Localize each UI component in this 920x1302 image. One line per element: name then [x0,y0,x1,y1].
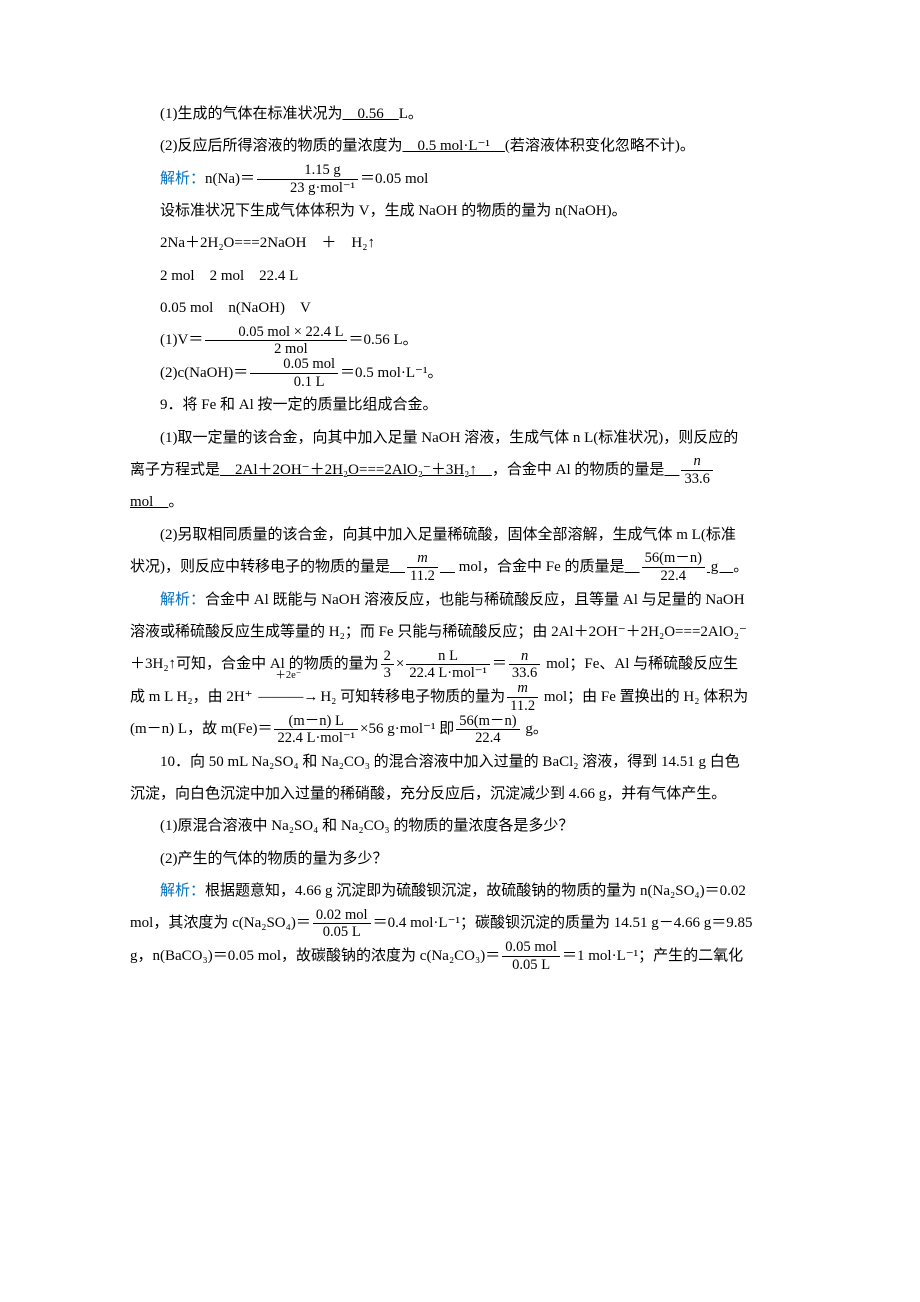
q9-2-b: 状况)，则反应中转移电子的物质的量是 m11.2 mol，合金中 Fe 的质量是… [130,551,810,584]
text: ＝0.4 mol·L⁻¹；碳酸钡沉淀的质量为 14.51 g－4.66 g＝9.… [373,915,753,931]
document-page: (1)生成的气体在标准状况为 0.56 L。 (2)反应后所得溶液的物质的量浓度… [0,0,920,1302]
text: ，合金中 Al 的物质的量是 [492,462,665,478]
text: H₂ 可知转移电子物质的量为 [320,689,505,705]
text: ＝1 mol·L⁻¹；产生的二氧化 [562,948,743,964]
q8-part1: (1)生成的气体在标准状况为 0.56 L。 [130,98,810,130]
answer-blank: m11.2 [390,559,455,575]
explain-label: 解析： [160,592,205,608]
q10-2: (2)产生的气体的物质的量为多少？ [130,843,810,875]
text: 离子方程式是 [130,462,220,478]
text: 成 m L H₂，由 2H⁺ [130,689,256,705]
fraction: m11.2 [507,681,538,713]
fraction: n L22.4 L·mol⁻¹ [406,649,490,681]
text: (1)V＝ [160,332,203,348]
fraction: 56(m－n)22.4 [642,551,705,583]
fraction: 0.02 mol0.05 L [313,908,371,940]
reaction-arrow: ———→ [256,681,320,713]
text: ×56 g·mol⁻¹ 即 [360,721,454,737]
q10-explain-b: mol，其浓度为 c(Na₂SO₄)＝0.02 mol0.05 L＝0.4 mo… [130,907,810,940]
text: (1)生成的气体在标准状况为 [160,106,343,122]
explain-label: 解析： [160,171,205,187]
text: 。 [733,559,748,575]
text: g。 [522,721,548,737]
text: ＝ [492,656,507,672]
text: ＝0.56 L。 [349,332,418,348]
text: (m－n) L，故 m(Fe)＝ [130,721,272,737]
q9-explain-c: ＋3H₂↑可知，合金中 Al 的物质的量为23×n L22.4 L·mol⁻¹＝… [130,648,810,681]
answer-blank: mol [130,494,168,510]
q10-explain-a: 解析：根据题意知，4.66 g 沉淀即为硫酸钡沉淀，故硫酸钠的物质的量为 n(N… [130,875,810,907]
text: 合金中 Al 既能与 NaOH 溶液反应，也能与稀硫酸反应，且等量 Al 与足量… [205,592,745,608]
answer-blank: n33.6 [664,462,714,478]
text: g，n(BaCO₃)＝0.05 mol，故碳酸钠的浓度为 c(Na₂CO₃)＝ [130,948,500,964]
q9-explain-b: 溶液或稀硫酸反应生成等量的 H₂；而 Fe 只能与稀硫酸反应；由 2Al＋2OH… [130,616,810,648]
calc-c: (2)c(NaOH)＝0.05 mol0.1 L＝0.5 mol·L⁻¹。 [130,357,810,390]
text: (2)c(NaOH)＝ [160,365,248,381]
q10-stem-a: 10．向 50 mL Na₂SO₄ 和 Na₂CO₃ 的混合溶液中加入过量的 B… [130,746,810,778]
q10-1: (1)原混合溶液中 Na₂SO₄ 和 Na₂CO₃ 的物质的量浓度各是多少？ [130,810,810,842]
fraction: 1.15 g23 g·mol⁻¹ [257,163,358,195]
q9-1-b: 离子方程式是 2Al＋2OH⁻＋2H₂O===2AlO₂⁻＋3H₂↑ ，合金中 … [130,454,810,487]
q10-stem-b: 沉淀，向白色沉淀中加入过量的稀硝酸，充分反应后，沉淀减少到 4.66 g，并有气… [130,778,810,810]
q9-explain-e: (m－n) L，故 m(Fe)＝(m－n) L22.4 L·mol⁻¹×56 g… [130,713,810,746]
calc-v: (1)V＝0.05 mol × 22.4 L2 mol＝0.56 L。 [130,324,810,357]
fraction: m11.2 [407,551,438,583]
q9-explain-a: 解析：合金中 Al 既能与 NaOH 溶液反应，也能与稀硫酸反应，且等量 Al … [130,584,810,616]
explain-label: 解析： [160,883,205,899]
fraction: 56(m－n)22.4 [456,714,519,746]
fraction: (m－n) L22.4 L·mol⁻¹ [274,714,358,746]
q9-2-a: (2)另取相同质量的该合金，向其中加入足量稀硫酸，固体全部溶解，生成气体 m L… [130,519,810,551]
q9-stem: 9．将 Fe 和 Al 按一定的质量比组成合金。 [130,389,810,421]
fraction: 0.05 mol0.05 L [502,940,560,972]
fraction: 0.05 mol × 22.4 L2 mol [205,325,346,357]
eq-setup: 设标准状况下生成气体体积为 V，生成 NaOH 的物质的量为 n(NaOH)。 [130,195,810,227]
text: ＝0.5 mol·L⁻¹。 [340,365,442,381]
text: mol，其浓度为 c(Na₂SO₄)＝ [130,915,311,931]
text: ＋3H₂↑可知，合金中 Al 的物质的量为 [130,656,379,672]
answer-blank: 0.5 mol·L⁻¹ [403,138,505,154]
text: mol，合金中 Fe 的质量是 [455,559,625,575]
text: 状况)，则反应中转移电子的物质的量是 [130,559,390,575]
fraction: 23 [381,649,394,681]
answer-blank: 56(m－n)22.4 g [625,559,734,575]
q10-explain-c: g，n(BaCO₃)＝0.05 mol，故碳酸钠的浓度为 c(Na₂CO₃)＝0… [130,940,810,973]
q8-part2: (2)反应后所得溶液的物质的量浓度为 0.5 mol·L⁻¹ (若溶液体积变化忽… [130,130,810,162]
q9-1-a: (1)取一定量的该合金，向其中加入足量 NaOH 溶液，生成气体 n L(标准状… [130,422,810,454]
eq-reaction: 2Na＋2H₂O===2NaOH ＋ H₂↑ [130,227,810,259]
text: 。 [168,494,183,510]
text: n(Na)＝ [205,171,255,187]
fraction: 0.05 mol0.1 L [250,357,338,389]
text: mol；由 Fe 置换出的 H₂ 体积为 [540,689,748,705]
text: (若溶液体积变化忽略不计)。 [505,138,695,154]
answer-blank: 0.56 [343,106,399,122]
text: mol；Fe、Al 与稀硫酸反应生 [542,656,738,672]
q8-explain-line: 解析：n(Na)＝1.15 g23 g·mol⁻¹＝0.05 mol [130,163,810,196]
text: (2)反应后所得溶液的物质的量浓度为 [160,138,403,154]
fraction: n33.6 [681,454,712,486]
text: × [396,656,404,672]
eq-ratio1: 2 mol 2 mol 22.4 L [130,260,810,292]
q9-1-c: mol 。 [130,486,810,518]
text: L。 [399,106,423,122]
fraction: n33.6 [509,649,540,681]
q9-explain-d: 成 m L H₂，由 2H⁺ ———→H₂ 可知转移电子物质的量为m11.2 m… [130,681,810,714]
text: 根据题意知，4.66 g 沉淀即为硫酸钡沉淀，故硫酸钠的物质的量为 n(Na₂S… [205,883,746,899]
text: ＝0.05 mol [360,171,428,187]
answer-blank: 2Al＋2OH⁻＋2H₂O===2AlO₂⁻＋3H₂↑ [220,462,492,478]
eq-ratio2: 0.05 mol n(NaOH) V [130,292,810,324]
